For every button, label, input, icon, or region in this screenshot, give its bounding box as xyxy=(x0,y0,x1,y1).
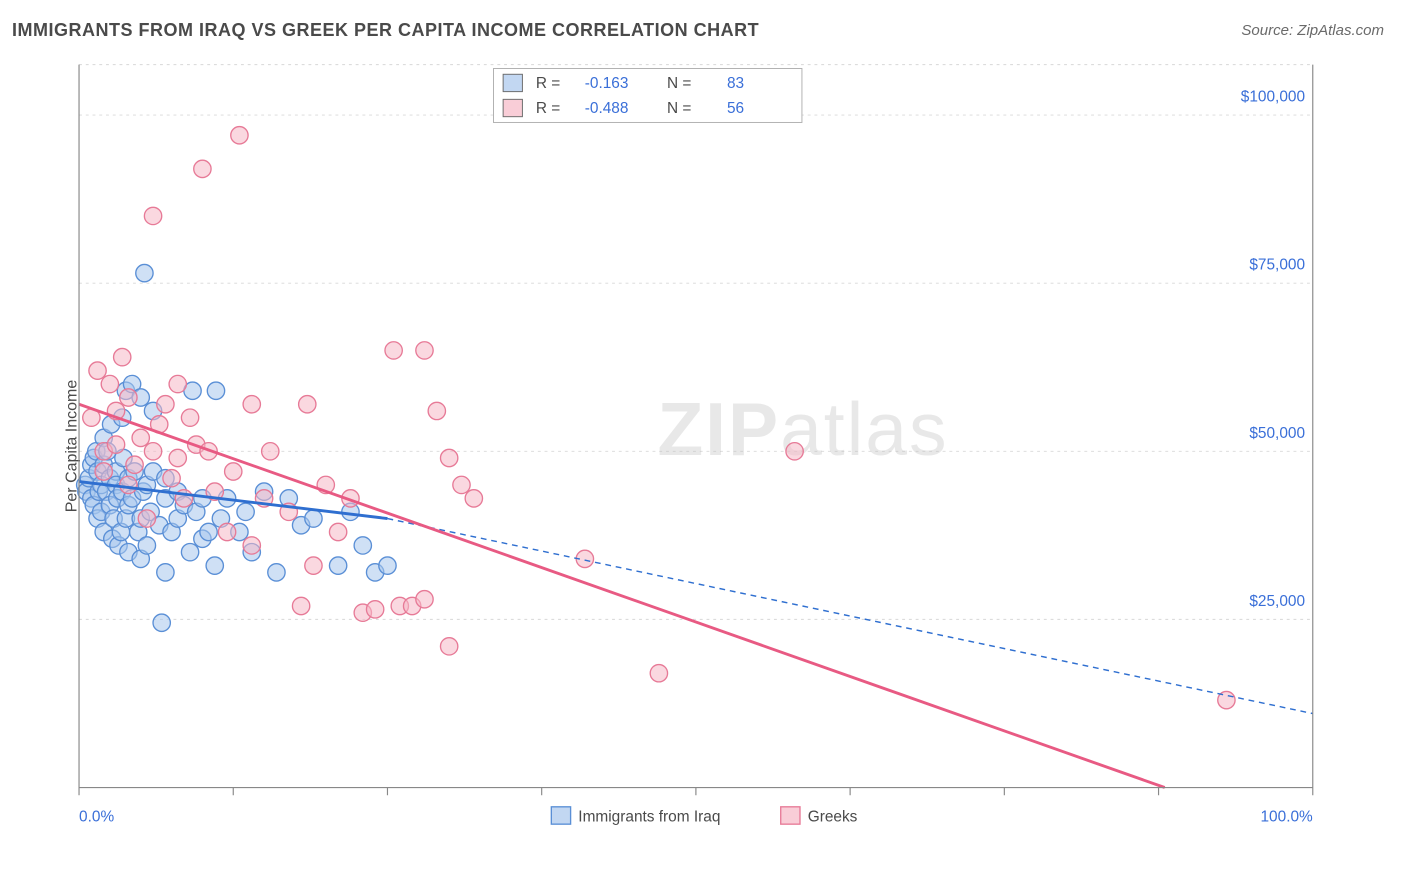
svg-text:83: 83 xyxy=(727,75,744,92)
greek-point xyxy=(95,463,112,480)
greek-point xyxy=(453,476,470,493)
svg-text:100.0%: 100.0% xyxy=(1261,808,1314,825)
greek-point xyxy=(416,591,433,608)
greek-point xyxy=(144,207,161,224)
greek-point xyxy=(138,510,155,527)
greek-point xyxy=(181,409,198,426)
greek-point xyxy=(126,456,143,473)
greek-point xyxy=(101,375,118,392)
greek-point xyxy=(440,449,457,466)
watermark: ZIPatlas xyxy=(657,387,948,471)
iraq-point xyxy=(207,382,224,399)
greek-point xyxy=(329,523,346,540)
greek-point xyxy=(305,557,322,574)
iraq-point xyxy=(354,537,371,554)
greek-point xyxy=(385,342,402,359)
svg-text:Greeks: Greeks xyxy=(808,808,858,825)
svg-text:$50,000: $50,000 xyxy=(1249,425,1305,442)
svg-text:-0.488: -0.488 xyxy=(585,100,629,117)
greek-point xyxy=(120,389,137,406)
svg-text:Immigrants from Iraq: Immigrants from Iraq xyxy=(578,808,720,825)
iraq-point xyxy=(153,614,170,631)
greek-point xyxy=(299,396,316,413)
greek-point xyxy=(107,436,124,453)
correlation-scatter-plot: ZIPatlas R = -0.163 N = 83 R = -0.488 N = 56 $2… xyxy=(45,55,1395,855)
greek-point xyxy=(366,601,383,618)
greek-point xyxy=(163,470,180,487)
greek-point xyxy=(144,443,161,460)
greek-point xyxy=(225,463,242,480)
greek-point xyxy=(416,342,433,359)
greek-point xyxy=(786,443,803,460)
greek-point xyxy=(120,476,137,493)
greek-point xyxy=(169,375,186,392)
iraq-point xyxy=(157,564,174,581)
greek-point xyxy=(231,127,248,144)
svg-text:-0.163: -0.163 xyxy=(585,75,629,92)
greek-point xyxy=(218,523,235,540)
svg-text:N =: N = xyxy=(667,75,691,92)
greek-point xyxy=(169,449,186,466)
svg-text:0.0%: 0.0% xyxy=(79,808,114,825)
greek-point xyxy=(194,160,211,177)
source-attribution: Source: ZipAtlas.com xyxy=(1241,22,1384,39)
svg-text:56: 56 xyxy=(727,100,744,117)
greek-point xyxy=(157,396,174,413)
greek-point xyxy=(114,348,131,365)
iraq-point xyxy=(200,523,217,540)
greek-point xyxy=(650,665,667,682)
iraq-point xyxy=(379,557,396,574)
svg-text:R =: R = xyxy=(536,75,560,92)
greek-point xyxy=(262,443,279,460)
svg-text:$75,000: $75,000 xyxy=(1249,257,1305,274)
iraq-point xyxy=(138,537,155,554)
iraq-point xyxy=(305,510,322,527)
svg-text:$100,000: $100,000 xyxy=(1241,89,1305,106)
greek-point xyxy=(292,597,309,614)
iraq-point xyxy=(181,543,198,560)
iraq-point xyxy=(329,557,346,574)
greek-point xyxy=(89,362,106,379)
greek-point xyxy=(440,638,457,655)
iraq-point xyxy=(268,564,285,581)
iraq-point xyxy=(206,557,223,574)
greek-point xyxy=(243,537,260,554)
iraq-point xyxy=(136,264,153,281)
svg-text:N =: N = xyxy=(667,100,691,117)
svg-text:R =: R = xyxy=(536,100,560,117)
svg-text:$25,000: $25,000 xyxy=(1249,593,1305,610)
greek-point xyxy=(465,490,482,507)
greek-point xyxy=(132,429,149,446)
greek-point xyxy=(243,396,260,413)
iraq-point xyxy=(237,503,254,520)
chart-title: IMMIGRANTS FROM IRAQ VS GREEK PER CAPITA… xyxy=(12,20,759,41)
greek-point xyxy=(428,402,445,419)
